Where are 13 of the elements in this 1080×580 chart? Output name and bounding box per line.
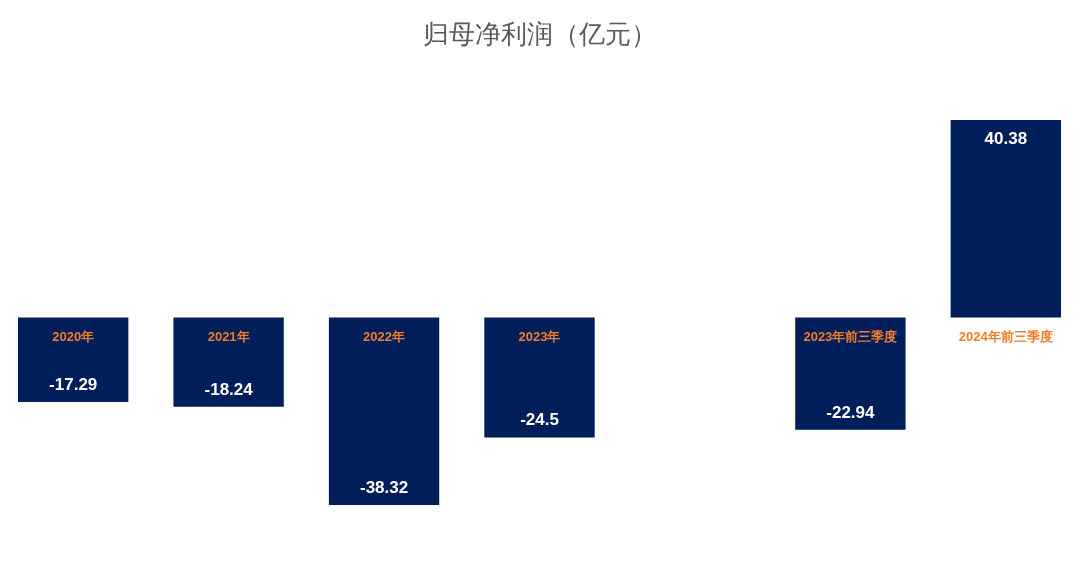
data-label: -17.29 [49,375,98,395]
x-tick-label: 2023年 [518,328,561,344]
data-label: -24.5 [520,410,559,430]
data-label: -38.32 [359,478,409,497]
x-tick-label: 2022年 [363,328,406,344]
chart-title: 归母净利润（亿元） [422,19,657,49]
data-label: -22.94 [826,402,876,422]
x-tick-label: 2024年前三季度 [958,328,1053,344]
data-label: 40.38 [984,129,1028,148]
data-label: -18.24 [204,379,254,399]
x-tick-label: 2021年 [207,328,250,344]
x-tick-label: 2020年 [52,328,95,344]
x-tick-label: 2023年前三季度 [803,328,898,344]
